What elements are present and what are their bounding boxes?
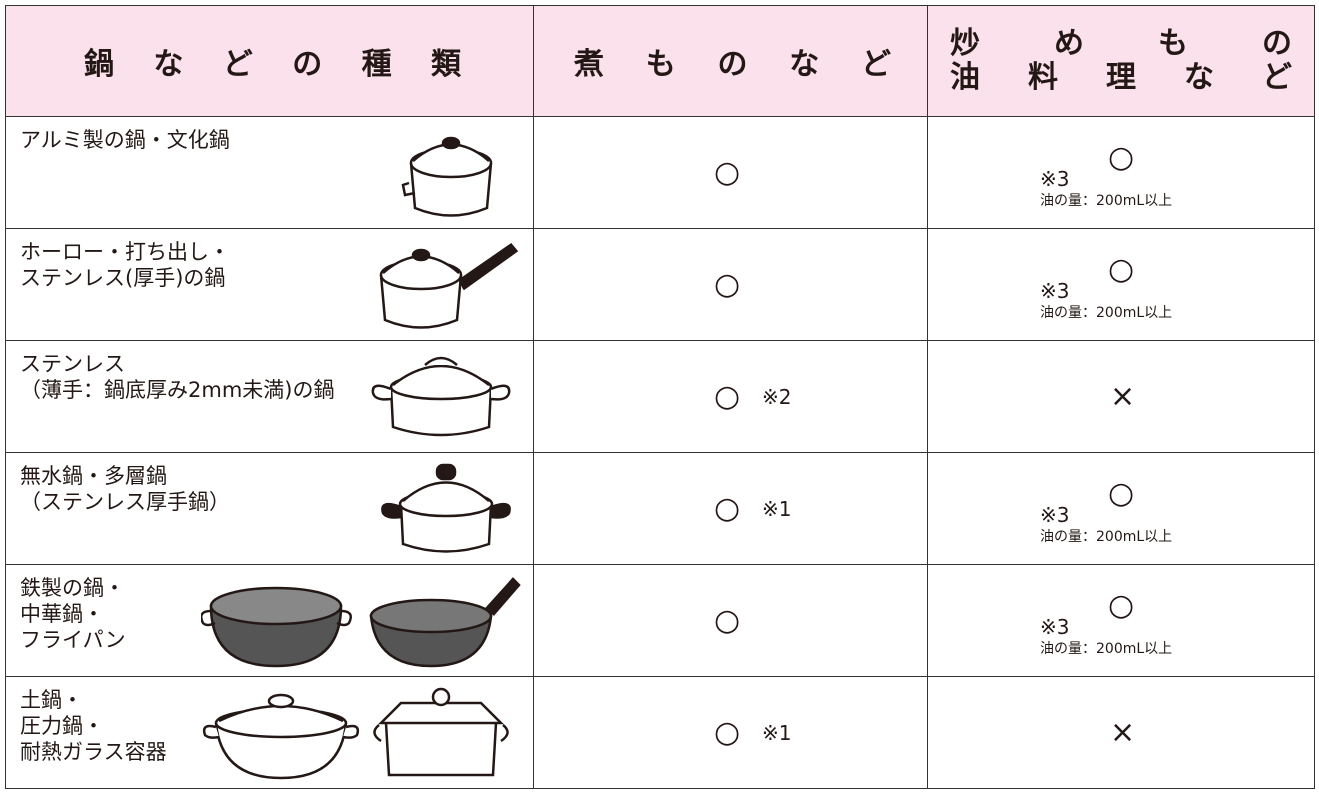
simmer-cell: ○ (533, 228, 928, 341)
name-cell: 無水鍋・多層鍋 （ステンレス厚手鍋） (5, 452, 534, 565)
pot-name: 無水鍋・多層鍋 （ステンレス厚手鍋） (20, 463, 230, 515)
pot-name: ステンレス （薄手：鍋底厚み2mm未満)の鍋 (20, 351, 334, 403)
pot-icon (201, 683, 521, 787)
name-cell: アルミ製の鍋・文化鍋 (5, 116, 534, 229)
mark: ○ (714, 267, 741, 302)
name-line: 中華鍋・ (20, 602, 104, 626)
fry-cell: × (927, 676, 1315, 789)
header-cell: 炒めもの 油料理など (927, 5, 1315, 117)
note: ※3 (1040, 167, 1070, 191)
pot-name: ホーロー・打ち出し・ ステンレス(厚手)の鍋 (20, 239, 230, 291)
mark: ○ (714, 379, 741, 414)
header-text: 鍋などの種類 (84, 47, 461, 82)
row: ホーロー・打ち出し・ ステンレス(厚手)の鍋 ○ ○ ※3 油の量：200mL以上 (5, 228, 1315, 341)
name-cell: ホーロー・打ち出し・ ステンレス(厚手)の鍋 (5, 228, 534, 341)
simmer-cell: ○ ※2 (533, 340, 928, 453)
simmer-cell: ○ (533, 564, 928, 677)
name-line: 圧力鍋・ (20, 714, 104, 738)
mark: ○ (714, 715, 741, 750)
oil-amount: 油の量：200mL以上 (1040, 529, 1173, 545)
pot-name: 鉄製の鍋・ 中華鍋・ フライパン (20, 575, 126, 653)
name-cell: 鉄製の鍋・ 中華鍋・ フライパン (5, 564, 534, 677)
simmer-cell: ○ (533, 116, 928, 229)
fry-cell: ○ ※3 油の量：200mL以上 (927, 116, 1315, 229)
pot-name: 土鍋・ 圧力鍋・ 耐熱ガラス容器 (20, 687, 167, 765)
mark: ○ (714, 491, 741, 526)
pot-table: 鍋などの種類 煮ものなど 炒めもの 油料理など アルミ製の鍋・文化鍋 ○ ○ ※3 油の… (5, 5, 1315, 789)
pot-icon (371, 459, 521, 563)
name-line: （ステンレス厚手鍋） (20, 490, 230, 514)
fry-cell: × (927, 340, 1315, 453)
header-row: 鍋などの種類 煮ものなど 炒めもの 油料理など (5, 5, 1315, 117)
name-cell: ステンレス （薄手：鍋底厚み2mm未満)の鍋 (5, 340, 534, 453)
name-line: アルミ製の鍋・文化鍋 (20, 128, 230, 152)
header-cell: 煮ものなど (533, 5, 928, 117)
mark: ○ (1108, 140, 1135, 175)
fry-cell: ○ ※3 油の量：200mL以上 (927, 228, 1315, 341)
row: 鉄製の鍋・ 中華鍋・ フライパン ○ ○ ※3 油の量：200mL以上 (5, 564, 1315, 677)
name-line: 土鍋・ (20, 688, 83, 712)
row: ステンレス （薄手：鍋底厚み2mm未満)の鍋 ○ ※2 × (5, 340, 1315, 453)
name-cell: 土鍋・ 圧力鍋・ 耐熱ガラス容器 (5, 676, 534, 789)
simmer-cell: ○ ※1 (533, 676, 928, 789)
name-line: フライパン (20, 628, 126, 652)
row: 無水鍋・多層鍋 （ステンレス厚手鍋） ○ ※1 ○ ※3 油の量：200mL以上 (5, 452, 1315, 565)
mark: ○ (714, 155, 741, 190)
pot-name: アルミ製の鍋・文化鍋 (20, 127, 230, 153)
sheet: 鍋などの種類 煮ものなど 炒めもの 油料理など アルミ製の鍋・文化鍋 ○ ○ ※3 油の… (5, 5, 1315, 793)
pot-icon (371, 235, 521, 339)
note: ※2 (762, 385, 792, 409)
header-text: 煮ものなど (574, 47, 891, 82)
header-text: 油料理など (950, 60, 1292, 95)
mark: ○ (1108, 588, 1135, 623)
header-text: 炒めもの (950, 26, 1292, 61)
name-line: ステンレス (20, 352, 125, 376)
header-cell: 鍋などの種類 (5, 5, 534, 117)
fry-cell: ○ ※3 油の量：200mL以上 (927, 452, 1315, 565)
fry-cell: ○ ※3 油の量：200mL以上 (927, 564, 1315, 677)
note: ※1 (762, 497, 792, 521)
note: ※3 (1040, 615, 1070, 639)
pot-icon (361, 347, 521, 446)
mark: ○ (1108, 252, 1135, 287)
name-line: 鉄製の鍋・ (20, 576, 125, 600)
mark: ○ (714, 603, 741, 638)
note: ※3 (1040, 279, 1070, 303)
row: 土鍋・ 圧力鍋・ 耐熱ガラス容器 ○ ※1 × (5, 676, 1315, 789)
name-line: （薄手：鍋底厚み2mm未満)の鍋 (20, 378, 335, 402)
name-line: ホーロー・打ち出し・ (20, 240, 230, 264)
mark: × (1110, 379, 1136, 414)
pot-icon (200, 571, 521, 675)
name-line: 無水鍋・多層鍋 (20, 464, 167, 488)
oil-amount: 油の量：200mL以上 (1040, 193, 1173, 209)
oil-amount: 油の量：200mL以上 (1040, 641, 1173, 657)
note: ※3 (1040, 503, 1070, 527)
mark: ○ (1108, 476, 1135, 511)
note: ※1 (762, 721, 792, 745)
name-line: 耐熱ガラス容器 (20, 740, 167, 764)
simmer-cell: ○ ※1 (533, 452, 928, 565)
name-line: ステンレス(厚手)の鍋 (20, 266, 226, 290)
oil-amount: 油の量：200mL以上 (1040, 305, 1173, 321)
row: アルミ製の鍋・文化鍋 ○ ○ ※3 油の量：200mL以上 (5, 116, 1315, 229)
pot-icon (391, 123, 521, 227)
mark: × (1110, 715, 1136, 750)
